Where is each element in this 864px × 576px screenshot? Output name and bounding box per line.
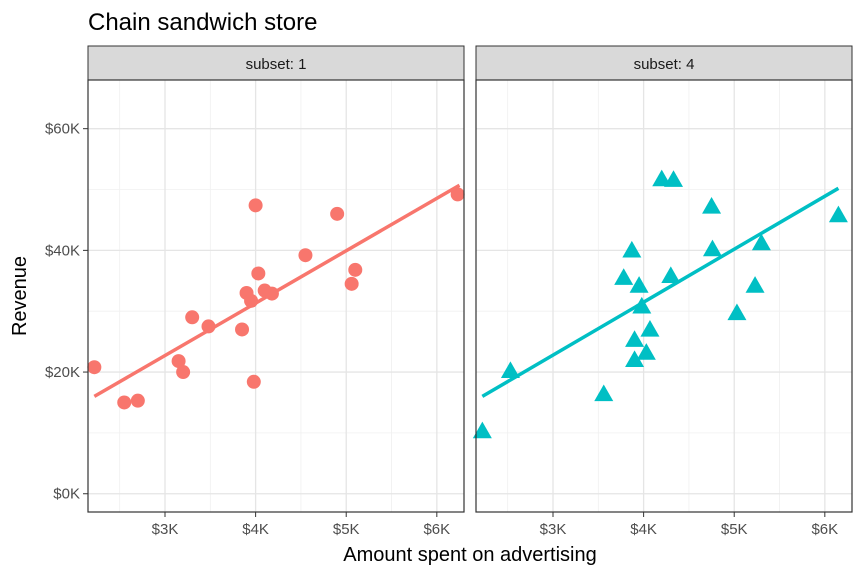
strip-background — [87, 45, 465, 81]
data-point — [298, 248, 313, 263]
data-point — [185, 310, 200, 325]
data-point — [450, 187, 465, 202]
panel-2: subset: 4 $3K $4K $5K $6K — [472, 45, 853, 538]
data-point — [702, 239, 722, 257]
data-point — [664, 170, 684, 187]
data-point — [246, 374, 261, 389]
x-tick-label: $5K — [333, 521, 360, 538]
strip-label: subset: 1 — [246, 56, 307, 73]
panel-border — [475, 79, 853, 513]
data-point — [130, 393, 145, 408]
data-point — [636, 343, 656, 360]
strip-label: subset: 4 — [634, 56, 695, 73]
data-point — [330, 206, 345, 221]
data-point — [344, 276, 359, 291]
x-tick-label: $3K — [540, 521, 567, 538]
data-point — [235, 322, 250, 337]
panel-1: subset: 1 $3K $4K $5K $6K $0K $20K $40K $60K — [45, 45, 465, 538]
data-point — [632, 296, 652, 314]
chart-title: Chain sandwich store — [88, 9, 317, 36]
x-tick-label: $4K — [630, 521, 657, 538]
data-point — [625, 330, 645, 347]
data-point — [244, 293, 259, 308]
data-point — [251, 266, 266, 281]
data-point — [702, 197, 722, 214]
data-point — [751, 233, 771, 251]
y-tick-label: $0K — [53, 486, 80, 503]
data-point — [472, 421, 492, 439]
data-point — [745, 276, 765, 293]
x-tick-label: $4K — [242, 521, 269, 538]
panel-border — [87, 79, 465, 513]
strip-background — [475, 45, 853, 81]
data-point — [629, 276, 649, 293]
data-point — [117, 395, 132, 410]
y-axis-title: Revenue — [9, 256, 31, 336]
x-tick-label: $6K — [423, 521, 450, 538]
regression-line — [481, 186, 840, 398]
data-point — [614, 268, 634, 285]
data-point — [661, 266, 681, 284]
data-point — [87, 360, 102, 375]
data-point — [625, 350, 645, 368]
data-point — [176, 365, 191, 380]
plot-background — [476, 80, 852, 512]
panels: subset: 1$3K $4K $5K $6K$0K$20K$40K$60Ksubs… — [45, 45, 853, 538]
data-point — [828, 205, 848, 223]
x-tick-label: $5K — [721, 521, 748, 538]
data-point — [201, 319, 216, 334]
data-point — [727, 303, 747, 321]
data-point — [264, 286, 279, 301]
data-point — [622, 240, 642, 258]
data-point — [594, 384, 614, 402]
data-point — [171, 354, 186, 369]
x-tick-label: $3K — [152, 521, 179, 538]
data-point — [348, 262, 363, 277]
x-tick-label: $6K — [811, 521, 838, 538]
y-tick-label: $60K — [45, 121, 80, 138]
y-tick-label: $20K — [45, 364, 80, 381]
data-point — [640, 319, 660, 337]
x-axis-title: Amount spent on advertising — [343, 544, 597, 566]
data-point — [652, 169, 672, 187]
y-tick-label: $40K — [45, 242, 80, 259]
data-point — [248, 198, 263, 213]
data-point — [500, 361, 520, 378]
